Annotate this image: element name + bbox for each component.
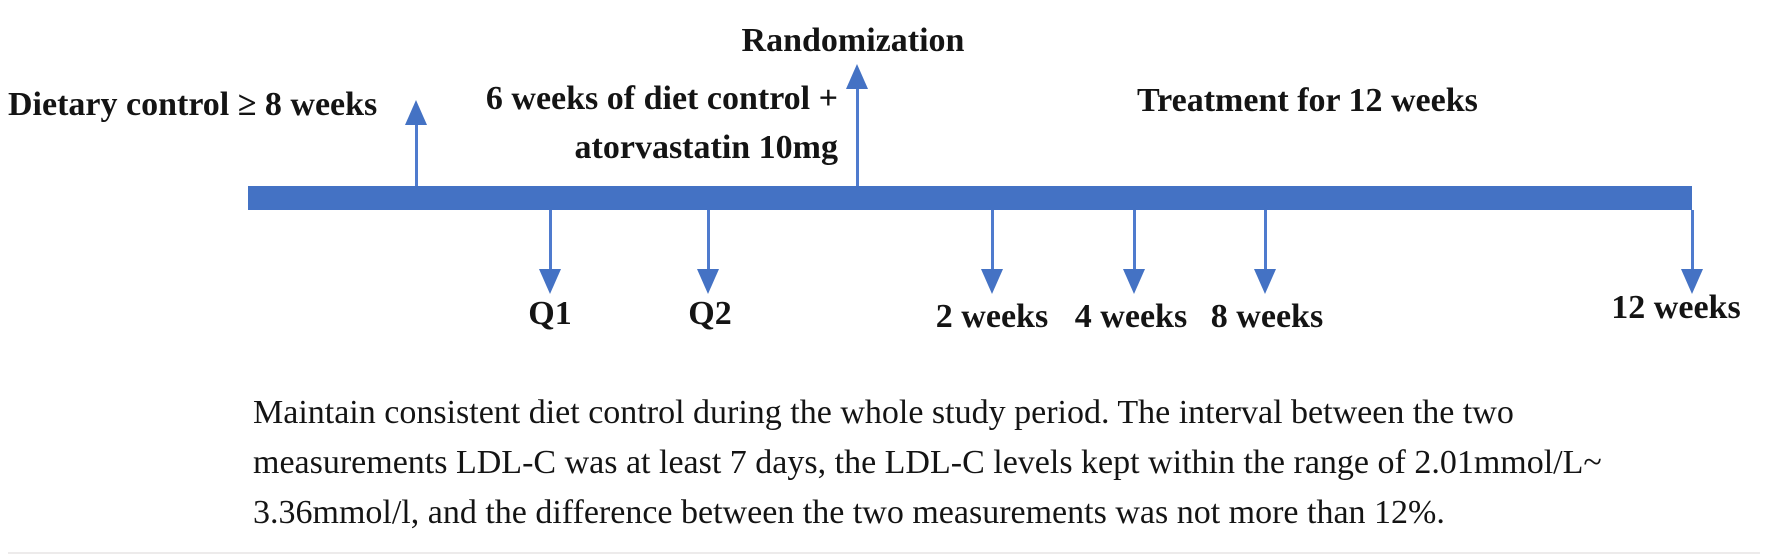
- 8-weeks-down-arrow-icon: [1254, 269, 1276, 294]
- 12-weeks-down-arrow-line: [1691, 210, 1694, 270]
- timepoint-label-q1: Q1: [528, 295, 572, 332]
- 8-weeks-down-arrow-line: [1264, 210, 1267, 270]
- q1-down-arrow-line: [549, 210, 552, 270]
- treatment-label: Treatment for 12 weeks: [1137, 82, 1478, 119]
- dietary-control-up-arrow-icon: [405, 100, 427, 125]
- 2-weeks-down-arrow-line: [991, 210, 994, 270]
- diet-statin-label-line2: atorvastatin 10mg: [574, 129, 838, 166]
- diet-statin-label: 6 weeks of diet control + atorvastatin 1…: [486, 74, 838, 172]
- q2-down-arrow-line: [707, 210, 710, 270]
- study-note-line2: measurements LDL-C was at least 7 days, …: [253, 444, 1602, 481]
- timepoint-label-q2: Q2: [688, 295, 732, 332]
- timeline-bar: [248, 186, 1692, 210]
- timepoint-label-4-weeks: 4 weeks: [1074, 298, 1188, 335]
- timepoint-label-2-weeks: 2 weeks: [935, 298, 1049, 335]
- 2-weeks-down-arrow-icon: [981, 269, 1003, 294]
- study-note-line1: Maintain consistent diet control during …: [253, 394, 1514, 431]
- dietary-control-label: Dietary control ≥ 8 weeks: [8, 86, 378, 123]
- randomization-up-arrow-icon: [846, 64, 868, 89]
- q1-down-arrow-icon: [539, 269, 561, 294]
- 12-weeks-down-arrow-icon: [1681, 269, 1703, 294]
- timepoint-label-8-weeks: 8 weeks: [1210, 298, 1324, 335]
- randomization-up-arrow-line: [856, 87, 859, 186]
- 4-weeks-down-arrow-icon: [1123, 269, 1145, 294]
- page-edge-divider: [8, 552, 1760, 554]
- randomization-label: Randomization: [741, 22, 965, 59]
- diet-statin-label-line1: 6 weeks of diet control +: [485, 80, 838, 117]
- study-note-paragraph: Maintain consistent diet control during …: [253, 388, 1602, 538]
- study-note-line3: 3.36mmol/l, and the difference between t…: [253, 494, 1445, 531]
- dietary-control-up-arrow-line: [415, 123, 418, 186]
- timepoint-label-12-weeks: 12 weeks: [1611, 289, 1741, 326]
- 4-weeks-down-arrow-line: [1133, 210, 1136, 270]
- q2-down-arrow-icon: [697, 269, 719, 294]
